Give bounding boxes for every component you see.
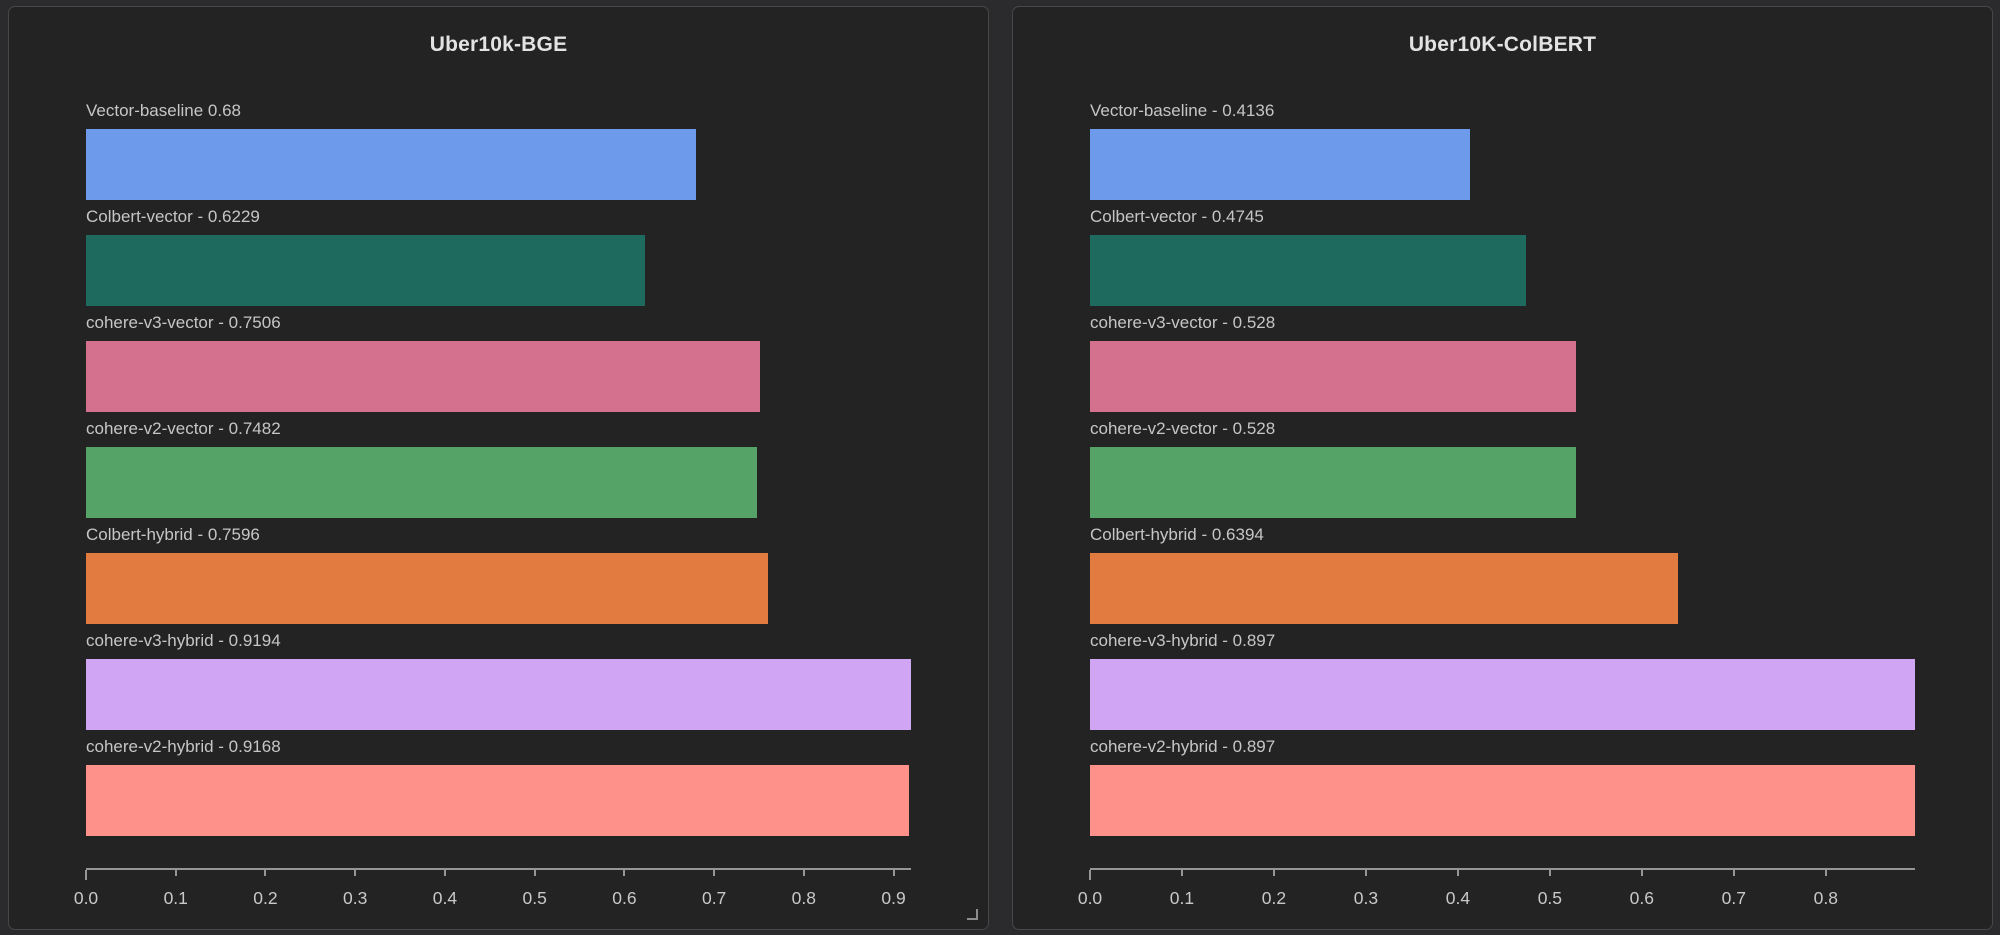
bar-row: cohere-v3-vector - 0.7506 — [86, 312, 911, 412]
bar-row: cohere-v2-vector - 0.528 — [1090, 418, 1915, 518]
axis-line — [1090, 868, 1915, 870]
axis-tick-label: 0.7 — [701, 888, 727, 908]
axis-tick — [892, 870, 895, 876]
bar-label: cohere-v2-vector - 0.7482 — [86, 419, 281, 438]
bar-label: cohere-v2-vector - 0.528 — [1090, 419, 1276, 438]
axis-tick — [174, 870, 177, 876]
bar-colbert-hybrid[interactable] — [1090, 553, 1679, 624]
axis-tick — [1732, 870, 1735, 876]
x-axis: 0.0 0.1 0.2 0.3 0.4 0.5 0.6 0.7 0.8 0.9 — [74, 868, 911, 926]
axis-tick-label: 0.7 — [1721, 888, 1746, 908]
axis-tick-label: 0.2 — [253, 888, 278, 908]
bar-label: cohere-v3-vector - 0.528 — [1090, 313, 1276, 332]
bar-label: Colbert-vector - 0.6229 — [86, 207, 260, 226]
chart-title: Uber10k-BGE — [429, 33, 568, 56]
axis-tick-label: 0.6 — [1629, 888, 1654, 908]
bar-label: cohere-v3-hybrid - 0.9194 — [86, 631, 281, 650]
bar-cohere-v3-hybrid[interactable] — [86, 659, 911, 730]
axis-tick-label: 0.5 — [522, 888, 547, 908]
chart-panel-uber10k-colbert: Uber10K-ColBERT Vector-baseline - 0.4136… — [1012, 6, 1993, 930]
bar-cohere-v2-hybrid[interactable] — [86, 765, 909, 836]
bar-cohere-v3-vector[interactable] — [86, 341, 760, 412]
axis-tick — [533, 870, 536, 876]
axis-line — [86, 868, 911, 870]
axis-tick — [354, 870, 357, 876]
bar-colbert-hybrid[interactable] — [86, 553, 768, 624]
bar-row: Colbert-hybrid - 0.7596 — [86, 524, 911, 624]
axis-tick-label: 0.4 — [432, 888, 458, 908]
bar-row: Vector-baseline 0.68 — [86, 100, 911, 200]
axis-tick — [1180, 870, 1183, 876]
axis-tick — [1364, 870, 1367, 876]
bar-cohere-v3-hybrid[interactable] — [1090, 659, 1915, 730]
axis-tick-label: 0.0 — [73, 888, 99, 908]
bar-cohere-v3-vector[interactable] — [1090, 341, 1576, 412]
bar-row: Vector-baseline - 0.4136 — [1090, 100, 1915, 200]
bar-label: Colbert-hybrid - 0.7596 — [86, 525, 260, 544]
axis-tick — [443, 870, 446, 876]
axis-tick-label: 0.1 — [1169, 888, 1195, 908]
bar-label: cohere-v3-hybrid - 0.897 — [1090, 631, 1276, 650]
bar-row: cohere-v3-hybrid - 0.9194 — [86, 630, 911, 730]
bar-row: cohere-v3-vector - 0.528 — [1090, 312, 1915, 412]
axis-tick-label: 0.9 — [881, 888, 906, 908]
bar-label: Vector-baseline 0.68 — [86, 101, 241, 120]
bar-plot: Vector-baseline 0.68 Colbert-vector - 0.6… — [86, 100, 911, 836]
bar-colbert-vector[interactable] — [1090, 235, 1527, 306]
bar-row: cohere-v2-hybrid - 0.897 — [1090, 736, 1915, 836]
bar-vector-baseline[interactable] — [86, 129, 697, 200]
axis-tick — [802, 870, 805, 876]
chart-title: Uber10K-ColBERT — [1408, 33, 1597, 56]
bar-row: Colbert-vector - 0.4745 — [1090, 206, 1915, 306]
resize-grip-icon[interactable] — [967, 909, 978, 920]
bar-row: Colbert-vector - 0.6229 — [86, 206, 911, 306]
chart-panel-uber10k-bge: Uber10k-BGE Vector-baseline 0.68 Colbert-… — [8, 6, 989, 930]
axis-tick-label: 0.8 — [791, 888, 817, 908]
axis-tick-label: 0.6 — [612, 888, 637, 908]
bar-row: cohere-v3-hybrid - 0.897 — [1090, 630, 1915, 730]
x-axis: 0.0 0.1 0.2 0.3 0.4 0.5 0.6 0.7 0.8 — [1078, 868, 1915, 926]
bar-colbert-vector[interactable] — [86, 235, 645, 306]
axis-tick-label: 0.8 — [1813, 888, 1838, 908]
axis-tick-label: 0.2 — [1261, 888, 1287, 908]
axis-tick — [264, 870, 267, 876]
bar-plot: Vector-baseline - 0.4136 Colbert-vector -… — [1090, 100, 1915, 836]
bar-label: cohere-v2-hybrid - 0.897 — [1090, 737, 1276, 756]
axis-tick-label: 0.3 — [343, 888, 368, 908]
axis-tick — [1548, 870, 1551, 876]
bar-cohere-v2-vector[interactable] — [1090, 447, 1576, 518]
bar-row: cohere-v2-hybrid - 0.9168 — [86, 736, 911, 836]
axis-tick — [85, 870, 87, 880]
bar-cohere-v2-vector[interactable] — [86, 447, 758, 518]
axis-tick — [623, 870, 626, 876]
axis-tick-label: 0.3 — [1353, 888, 1379, 908]
bar-vector-baseline[interactable] — [1090, 129, 1471, 200]
bar-label: Colbert-hybrid - 0.6394 — [1090, 525, 1264, 544]
axis-tick — [1824, 870, 1827, 876]
axis-tick-label: 0.5 — [1537, 888, 1563, 908]
bar-label: cohere-v3-vector - 0.7506 — [86, 313, 281, 332]
bar-row: cohere-v2-vector - 0.7482 — [86, 418, 911, 518]
axis-tick — [1640, 870, 1643, 876]
bar-label: cohere-v2-hybrid - 0.9168 — [86, 737, 281, 756]
bar-label: Colbert-vector - 0.4745 — [1090, 207, 1264, 226]
axis-tick — [1272, 870, 1275, 876]
bar-cohere-v2-hybrid[interactable] — [1090, 765, 1915, 836]
axis-tick-label: 0.1 — [163, 888, 188, 908]
axis-tick — [713, 870, 716, 876]
axis-tick — [1089, 870, 1091, 880]
axis-tick — [1456, 870, 1459, 876]
axis-tick-label: 0.4 — [1445, 888, 1471, 908]
axis-tick-label: 0.0 — [1077, 888, 1103, 908]
bar-label: Vector-baseline - 0.4136 — [1090, 101, 1275, 120]
bar-row: Colbert-hybrid - 0.6394 — [1090, 524, 1915, 624]
